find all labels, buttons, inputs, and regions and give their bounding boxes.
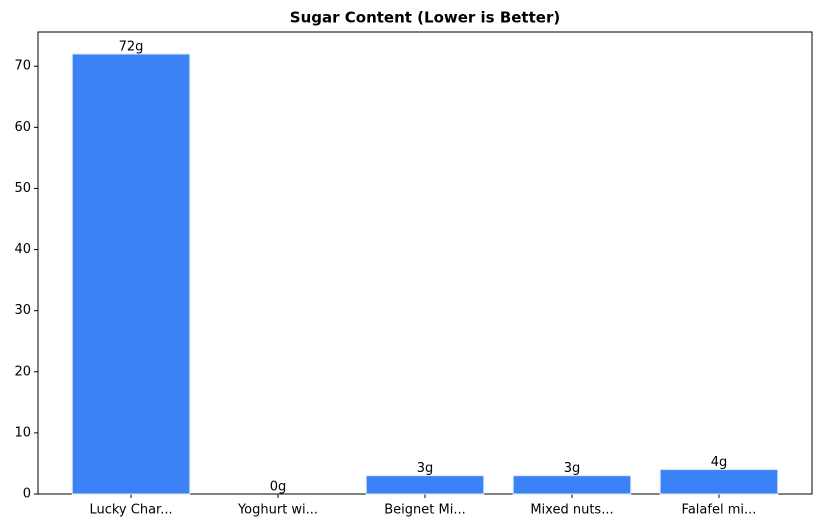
y-tick-label: 40 [14, 242, 31, 257]
bar [71, 53, 191, 495]
y-tick-label: 30 [14, 303, 31, 318]
y-tick-label: 0 [23, 487, 31, 502]
y-tick-label: 10 [14, 425, 31, 440]
x-tick-label: Yoghurt wi... [237, 503, 318, 518]
x-tick-label: Lucky Char... [89, 503, 172, 518]
value-label: 72g [119, 40, 144, 55]
x-tick-label: Falafel mi... [682, 503, 757, 518]
value-label: 3g [564, 461, 581, 476]
value-label: 4g [711, 455, 728, 470]
bar [659, 469, 779, 495]
bar [365, 475, 485, 495]
y-tick-label: 20 [14, 364, 31, 379]
x-tick-label: Mixed nuts... [530, 503, 613, 518]
y-tick-label: 70 [14, 59, 31, 74]
y-tick-label: 50 [14, 181, 31, 196]
bar [512, 475, 632, 495]
chart-title: Sugar Content (Lower is Better) [290, 9, 560, 27]
value-label: 0g [270, 480, 287, 495]
x-tick-label: Beignet Mi... [384, 503, 465, 518]
y-tick-label: 60 [14, 120, 31, 135]
value-label: 3g [417, 461, 434, 476]
